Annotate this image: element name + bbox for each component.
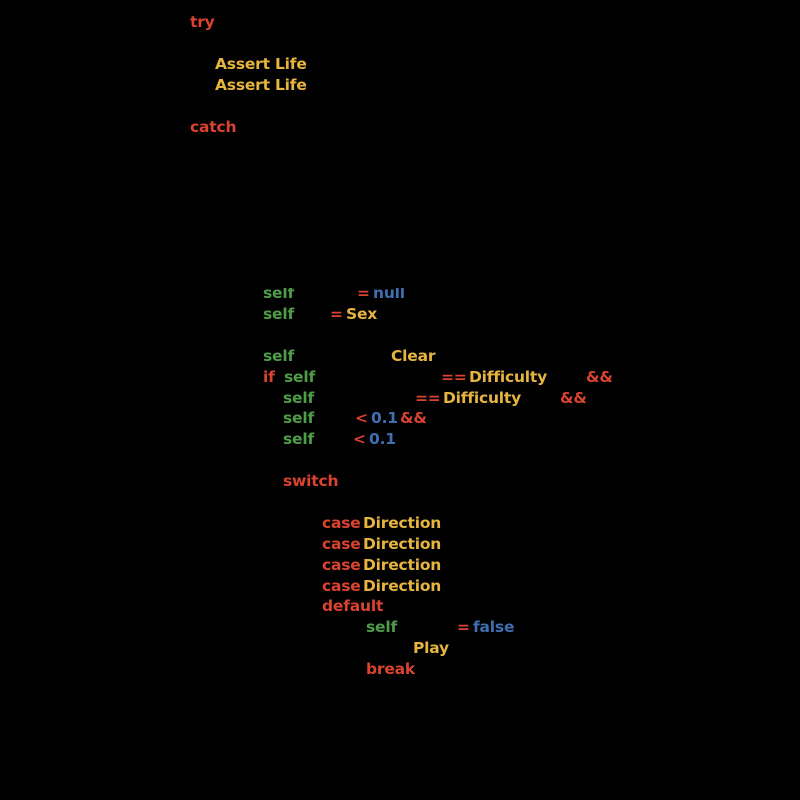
keyword-switch: switch (283, 472, 339, 490)
keyword-break: break (366, 660, 416, 678)
type-token: Direction (363, 514, 442, 532)
self-token: self (283, 409, 314, 427)
self-token: self (263, 347, 294, 365)
type-token: Direction (363, 577, 442, 595)
assert-life-line: Assert Life (215, 55, 307, 73)
operator: == (415, 389, 441, 407)
self-token: self (283, 389, 314, 407)
keyword-default: default (322, 597, 384, 615)
operator: == (441, 368, 467, 386)
operator: < (353, 430, 366, 448)
operator: < (355, 409, 368, 427)
operator-and: && (560, 389, 587, 407)
type-token: Play (413, 639, 449, 657)
operator: = (330, 305, 343, 323)
type-token: Difficulty (469, 368, 548, 386)
literal: 0.1 (371, 409, 398, 427)
keyword-case: case (322, 535, 361, 553)
literal: null (373, 288, 405, 300)
self-token: self (366, 618, 397, 636)
self-token: self (284, 368, 315, 386)
literal: 0.1 (369, 430, 396, 448)
operator-and: && (586, 368, 613, 386)
clipped-line: self = null (0, 288, 800, 300)
self-token: self (263, 288, 294, 300)
type-token: Direction (363, 556, 442, 574)
type-token: Direction (363, 535, 442, 553)
keyword-case: case (322, 556, 361, 574)
assert-life-line: Assert Life (215, 76, 307, 94)
operator: = (457, 618, 470, 636)
keyword-if: if (263, 368, 275, 386)
operator-and: && (400, 409, 427, 427)
self-token: self (263, 305, 294, 323)
type-token: Clear (391, 347, 436, 365)
self-token: self (283, 430, 314, 448)
type-token: Difficulty (443, 389, 522, 407)
keyword-case: case (322, 577, 361, 595)
type-token: Sex (346, 305, 378, 323)
keyword-try: try (190, 13, 215, 31)
literal: false (473, 618, 515, 636)
keyword-catch: catch (190, 118, 237, 136)
keyword-case: case (322, 514, 361, 532)
operator: = (357, 288, 370, 300)
